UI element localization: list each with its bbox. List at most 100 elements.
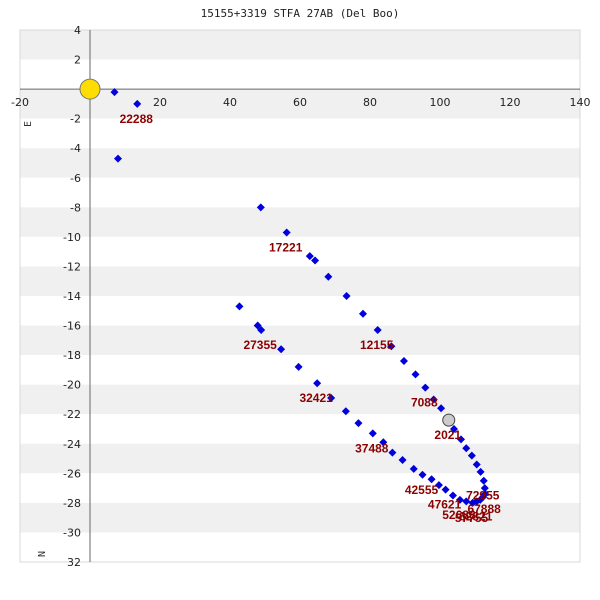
epoch-label: 57755: [455, 511, 489, 525]
orbit-point: [359, 309, 367, 318]
y-tick-label: -30: [63, 526, 81, 539]
grid-band: [20, 177, 580, 208]
orbit-point: [476, 467, 485, 476]
grid-band: [20, 207, 580, 237]
primary-star: [79, 78, 101, 100]
y-tick-label: -24: [63, 438, 81, 451]
y-tick-label: -18: [63, 349, 81, 362]
grid-band: [20, 355, 580, 385]
orbit-point: [479, 476, 488, 485]
orbit-point: [354, 419, 363, 428]
epoch-label: 52688: [442, 508, 476, 522]
grid-band: [20, 414, 580, 444]
orbit-point: [282, 228, 291, 237]
grid-band: [20, 502, 580, 533]
orbit-point: [411, 370, 420, 379]
orbit-point: [399, 357, 408, 366]
orbit-point: [427, 475, 436, 484]
orbit-point: [472, 460, 481, 469]
orbit-point: [398, 456, 407, 465]
y-tick-label: -6: [70, 172, 81, 185]
orbit-point: [450, 425, 458, 433]
orbit-point: [387, 342, 396, 351]
orbit-point: [462, 444, 471, 453]
orbit-point: [373, 325, 382, 334]
x-tick-label: 120: [500, 96, 521, 109]
epoch-label: 22288: [120, 112, 154, 126]
epoch-label: 67888: [467, 502, 501, 516]
orbit-points: [82, 85, 490, 507]
epoch-label: 17221: [269, 240, 303, 254]
y-tick-label: -2: [70, 113, 81, 126]
y-tick-label: 32: [67, 556, 81, 569]
orbit-point: [235, 302, 244, 311]
orbit-point: [480, 484, 489, 493]
x-tick-label: 80: [363, 96, 377, 109]
orbit-point: [341, 407, 350, 416]
x-tick-label: 100: [430, 96, 451, 109]
y-tick-label: -16: [63, 320, 81, 333]
x-tick-label: 20: [153, 96, 167, 109]
current-position-marker: [442, 413, 456, 427]
orbit-point: [327, 393, 336, 402]
epoch-label: 37488: [355, 441, 389, 455]
grid-band: [20, 296, 580, 326]
orbit-point: [421, 383, 430, 392]
orbit-point: [342, 292, 351, 300]
orbit-point: [311, 256, 320, 265]
orbit-point: [448, 491, 457, 500]
orbit-point: [388, 448, 397, 457]
grid-band: [20, 532, 580, 562]
y-tick-label: 2: [74, 54, 81, 67]
grid-band: [20, 384, 580, 415]
grid-band: [20, 148, 580, 178]
x-tick-label: 140: [570, 96, 591, 109]
north-axis-letter: N: [37, 551, 48, 557]
epoch-label: 27355: [243, 338, 277, 352]
orbit-point: [379, 438, 388, 447]
orbit-point: [253, 321, 262, 330]
orbit-point: [133, 99, 142, 108]
y-tick-label: -4: [70, 142, 81, 155]
grid-band: [20, 30, 580, 60]
grid-band: [20, 325, 580, 356]
orbit-point: [313, 379, 322, 388]
orbit-point: [418, 470, 427, 479]
y-tick-label: -12: [63, 260, 81, 273]
x-tick-label: 60: [293, 96, 307, 109]
grid-band: [20, 118, 580, 149]
plot-frame: [19, 29, 581, 563]
grid-band: [20, 443, 580, 474]
epoch-label: 12155: [360, 338, 394, 352]
orbit-point: [434, 481, 443, 490]
y-tick-label: 4: [74, 24, 81, 37]
orbit-point: [462, 497, 471, 506]
axes: [20, 30, 580, 562]
epoch-label: 32421: [299, 391, 333, 405]
orbit-point: [305, 252, 314, 261]
east-axis-letter: E: [23, 121, 34, 127]
orbit-point: [429, 395, 438, 404]
grid-band: [20, 236, 580, 267]
epoch-label: 2021: [434, 428, 461, 442]
x-tick-label: 40: [223, 96, 237, 109]
y-tick-label: -14: [63, 290, 81, 303]
epoch-label: 42555: [405, 483, 439, 497]
orbit-point: [409, 464, 418, 473]
epoch-label: 47621: [428, 498, 462, 512]
y-tick-label: -8: [70, 201, 81, 214]
orbit-point: [441, 485, 450, 494]
orbit-point: [114, 154, 122, 163]
y-axis-ticks: 4 2 -2 -4 -6 -8 -10 -12 -14 -16 -18 -20 -22 -24 -26 -28…: [63, 24, 81, 569]
orbit-point: [324, 272, 333, 281]
grid-band: [20, 59, 580, 90]
y-tick-label: -26: [63, 467, 81, 480]
x-tick-label: -20: [11, 96, 29, 109]
y-tick-label: -10: [63, 231, 81, 244]
orbit-point: [368, 429, 377, 438]
grid-band: [20, 266, 580, 296]
epoch-label: 72955: [466, 489, 500, 503]
orbit-point: [455, 495, 464, 504]
reference-markers: [79, 78, 456, 427]
